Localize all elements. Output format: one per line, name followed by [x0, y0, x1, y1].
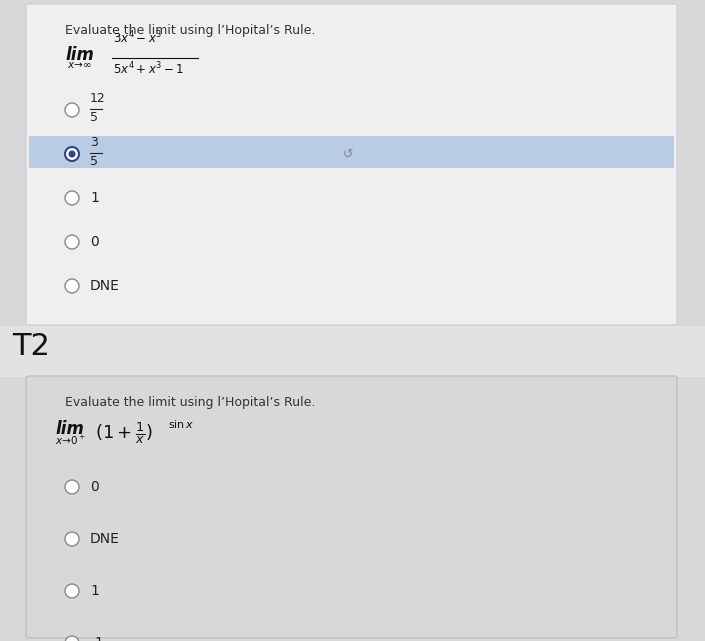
Text: 1: 1: [90, 584, 99, 598]
Text: Evaluate the limit using l’Hopital’s Rule.: Evaluate the limit using l’Hopital’s Rul…: [65, 396, 315, 409]
Bar: [0, 326, 705, 377]
Bar: [29, 136, 674, 168]
FancyBboxPatch shape: [26, 4, 677, 325]
Text: 1: 1: [90, 191, 99, 205]
Text: $5x^4+x^3-1$: $5x^4+x^3-1$: [113, 61, 184, 78]
Text: $\circlearrowleft$: $\circlearrowleft$: [340, 147, 354, 160]
Text: DNE: DNE: [90, 532, 120, 546]
Text: 0: 0: [90, 235, 99, 249]
Text: lim: lim: [65, 46, 94, 64]
Circle shape: [65, 636, 79, 641]
Circle shape: [68, 151, 75, 158]
Circle shape: [65, 235, 79, 249]
Circle shape: [65, 584, 79, 598]
Circle shape: [65, 191, 79, 205]
Text: -1: -1: [90, 636, 104, 641]
Text: 5: 5: [90, 155, 98, 168]
Text: $x\!\rightarrow\!\infty$: $x\!\rightarrow\!\infty$: [67, 60, 92, 70]
Text: Evaluate the limit using l’Hopital’s Rule.: Evaluate the limit using l’Hopital’s Rul…: [65, 24, 315, 37]
FancyBboxPatch shape: [26, 376, 677, 638]
Text: $3x^4-x^3$: $3x^4-x^3$: [113, 29, 162, 46]
Text: 3: 3: [90, 136, 98, 149]
Text: T2: T2: [12, 332, 50, 361]
Circle shape: [65, 147, 79, 161]
Text: $(1+\frac{1}{x})$: $(1+\frac{1}{x})$: [95, 420, 153, 445]
Circle shape: [65, 532, 79, 546]
Text: $x\!\rightarrow\!0^+$: $x\!\rightarrow\!0^+$: [55, 434, 86, 447]
Circle shape: [65, 279, 79, 293]
Text: 0: 0: [90, 480, 99, 494]
Text: $\sin x$: $\sin x$: [168, 418, 195, 430]
Text: 12: 12: [90, 92, 106, 105]
Text: lim: lim: [55, 420, 84, 438]
Text: 5: 5: [90, 111, 98, 124]
Text: DNE: DNE: [90, 279, 120, 293]
Circle shape: [65, 480, 79, 494]
Circle shape: [65, 103, 79, 117]
